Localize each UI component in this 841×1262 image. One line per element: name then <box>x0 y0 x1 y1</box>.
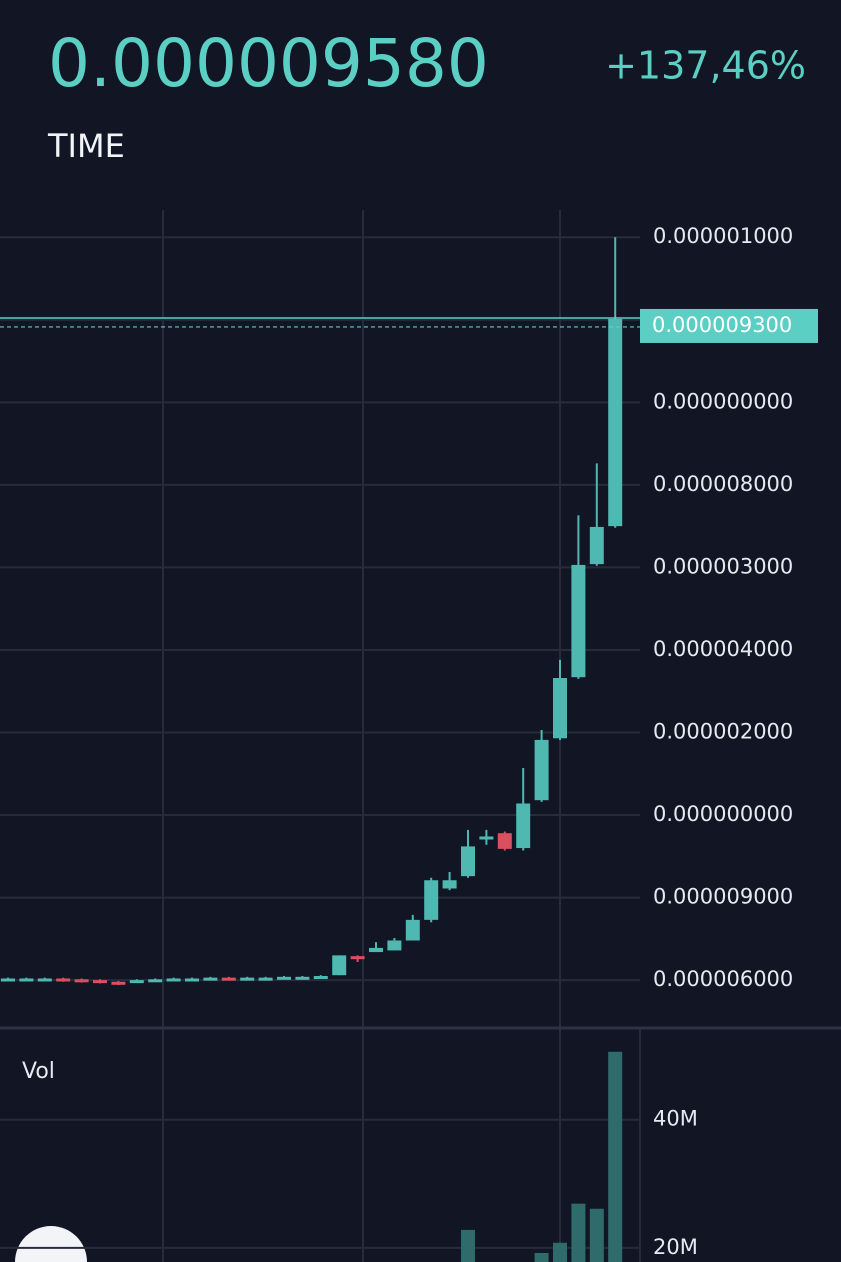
candle-body <box>442 880 457 889</box>
candle-body <box>74 979 89 983</box>
candle-body <box>424 880 439 920</box>
candle-body <box>185 978 199 982</box>
y-tick-label: 40M <box>653 1107 698 1131</box>
volume-bar <box>571 1203 586 1262</box>
candle-body <box>148 979 163 983</box>
volume-bar <box>461 1229 475 1262</box>
candle-body <box>553 678 567 739</box>
volume-bar <box>534 1252 549 1262</box>
candle-body <box>56 978 71 982</box>
candle-body <box>166 978 181 982</box>
interval-label[interactable]: TIME <box>47 127 125 165</box>
candle-body <box>240 977 255 981</box>
floating-button[interactable] <box>15 1226 87 1262</box>
y-tick-label: 0.000008000 <box>653 472 793 496</box>
candle-body <box>37 978 52 982</box>
candle-body <box>516 803 531 849</box>
candle-body <box>589 526 604 565</box>
candle-body <box>461 846 475 877</box>
candle-body <box>571 564 586 678</box>
candle-body <box>497 833 512 849</box>
y-tick-label: 0.000006000 <box>653 967 793 991</box>
candle-body <box>295 976 310 980</box>
candle-body <box>332 955 347 976</box>
candle-body <box>369 947 383 953</box>
candle-body <box>111 981 126 985</box>
price-change: +137,46% <box>605 44 806 88</box>
candle-body <box>313 975 328 979</box>
volume-bar <box>608 1051 623 1262</box>
y-tick-label: 0.000003000 <box>653 554 793 578</box>
candle-body <box>221 977 236 981</box>
volume-bar <box>553 1242 567 1262</box>
last-price-box <box>640 308 818 343</box>
candle-body <box>534 739 549 801</box>
candle-body <box>1 978 15 982</box>
candle-body <box>608 318 623 527</box>
y-tick-label: 0.000004000 <box>653 637 793 661</box>
candle-body <box>258 977 273 981</box>
volume-bar <box>589 1208 604 1262</box>
current-price: 0.000009580 <box>48 25 489 102</box>
panel-title: Vol <box>22 1059 55 1084</box>
candle-body <box>129 980 144 984</box>
y-tick-label: 0.000009000 <box>653 885 793 909</box>
last-price-label: 0.000009300 <box>652 313 792 337</box>
candle-body <box>93 980 107 984</box>
candle-body <box>203 977 218 981</box>
y-tick-label: 20M <box>653 1235 698 1259</box>
y-tick-label: 0.000000000 <box>653 389 793 413</box>
y-tick-label: 0.000001000 <box>653 224 793 248</box>
candle-body <box>479 836 494 840</box>
candle-body <box>405 919 420 941</box>
candle-body <box>350 956 365 960</box>
candle-body <box>387 940 402 951</box>
y-tick-label: 0.000002000 <box>653 719 793 743</box>
candle-body <box>277 976 291 980</box>
y-tick-label: 0.000000000 <box>653 802 793 826</box>
candle-body <box>19 978 34 982</box>
